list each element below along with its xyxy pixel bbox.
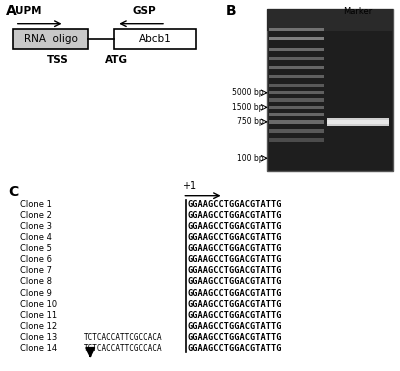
Bar xyxy=(269,91,324,95)
Text: Clone 14: Clone 14 xyxy=(20,344,57,353)
Text: Clone 4: Clone 4 xyxy=(20,233,52,242)
Bar xyxy=(327,120,389,124)
Text: UPM: UPM xyxy=(15,6,41,16)
Bar xyxy=(327,118,389,126)
Bar xyxy=(269,37,324,40)
Bar xyxy=(267,9,392,171)
Text: Clone 8: Clone 8 xyxy=(20,278,52,286)
Text: GSP: GSP xyxy=(132,6,156,16)
Text: 100 bp: 100 bp xyxy=(237,154,264,163)
Text: 750 bp: 750 bp xyxy=(237,117,264,127)
Text: A: A xyxy=(6,4,17,18)
Bar xyxy=(269,120,324,124)
Text: GGAAGCCTGGACGTATTG: GGAAGCCTGGACGTATTG xyxy=(187,333,282,342)
Bar xyxy=(269,98,324,102)
Text: ATG: ATG xyxy=(105,55,128,65)
Text: GGAAGCCTGGACGTATTG: GGAAGCCTGGACGTATTG xyxy=(187,211,282,220)
Text: Clone 5: Clone 5 xyxy=(20,244,52,253)
Text: Marker: Marker xyxy=(344,7,373,16)
Text: Clone 12: Clone 12 xyxy=(20,322,57,331)
Text: C: C xyxy=(8,186,18,200)
Text: B: B xyxy=(226,4,236,18)
Text: GGAAGCCTGGACGTATTG: GGAAGCCTGGACGTATTG xyxy=(187,244,282,253)
Text: Clone 2: Clone 2 xyxy=(20,211,52,220)
Text: GGAAGCCTGGACGTATTG: GGAAGCCTGGACGTATTG xyxy=(187,322,282,331)
Text: Clone 10: Clone 10 xyxy=(20,300,57,309)
Bar xyxy=(269,47,324,51)
Text: GGAAGCCTGGACGTATTG: GGAAGCCTGGACGTATTG xyxy=(187,300,282,309)
Bar xyxy=(269,84,324,87)
Bar xyxy=(13,29,88,49)
Text: GGAAGCCTGGACGTATTG: GGAAGCCTGGACGTATTG xyxy=(187,278,282,286)
Bar xyxy=(269,57,324,60)
Text: Clone 6: Clone 6 xyxy=(20,255,52,264)
Text: RNA  oligo: RNA oligo xyxy=(24,34,77,44)
Bar xyxy=(269,66,324,69)
Text: GGAAGCCTGGACGTATTG: GGAAGCCTGGACGTATTG xyxy=(187,266,282,275)
Text: 1500 bp: 1500 bp xyxy=(232,103,264,112)
Bar xyxy=(269,113,324,116)
Text: GGAAGCCTGGACGTATTG: GGAAGCCTGGACGTATTG xyxy=(187,289,282,298)
Text: GGAAGCCTGGACGTATTG: GGAAGCCTGGACGTATTG xyxy=(187,344,282,353)
Text: GGAAGCCTGGACGTATTG: GGAAGCCTGGACGTATTG xyxy=(187,222,282,231)
Text: GGAAGCCTGGACGTATTG: GGAAGCCTGGACGTATTG xyxy=(187,233,282,242)
Text: Clone 1: Clone 1 xyxy=(20,200,52,209)
Text: GGAAGCCTGGACGTATTG: GGAAGCCTGGACGTATTG xyxy=(187,200,282,209)
Text: GGAAGCCTGGACGTATTG: GGAAGCCTGGACGTATTG xyxy=(187,311,282,320)
Text: +1: +1 xyxy=(182,181,196,191)
Text: Clone 7: Clone 7 xyxy=(20,266,52,275)
Bar xyxy=(269,138,324,142)
Bar xyxy=(269,106,324,109)
Bar xyxy=(114,29,196,49)
Text: Clone 11: Clone 11 xyxy=(20,311,57,320)
Text: Abcb1: Abcb1 xyxy=(139,34,172,44)
Text: TCTCACCATTCGCCACA: TCTCACCATTCGCCACA xyxy=(84,333,163,342)
Text: TSS: TSS xyxy=(47,55,69,65)
Text: GGAAGCCTGGACGTATTG: GGAAGCCTGGACGTATTG xyxy=(187,255,282,264)
Text: Clone 13: Clone 13 xyxy=(20,333,57,342)
Bar xyxy=(269,129,324,132)
Text: Clone 9: Clone 9 xyxy=(20,289,52,298)
Text: 5000 bp: 5000 bp xyxy=(232,88,264,97)
Bar xyxy=(267,9,392,31)
Bar xyxy=(269,75,324,78)
Text: Clone 3: Clone 3 xyxy=(20,222,52,231)
Text: TCTCACCATTCGCCACA: TCTCACCATTCGCCACA xyxy=(84,344,163,353)
Bar xyxy=(269,27,324,31)
